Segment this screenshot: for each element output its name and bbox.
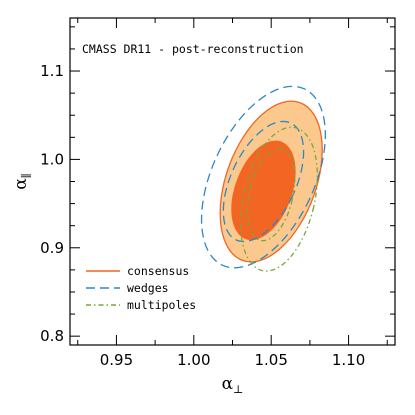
legend-label-multipoles: multipoles bbox=[127, 298, 196, 312]
y-tick-label: 1.0 bbox=[40, 150, 64, 168]
x-axis-label: α⊥ bbox=[222, 374, 244, 396]
plot-frame bbox=[69, 17, 396, 346]
contour-consensus-1-sigma bbox=[231, 140, 296, 241]
tick-layer bbox=[70, 18, 395, 345]
legend: consensus wedges multipoles bbox=[86, 264, 196, 312]
legend-label-consensus: consensus bbox=[127, 264, 189, 278]
y-tick-label: 0.8 bbox=[40, 327, 64, 345]
legend-label-wedges: wedges bbox=[127, 281, 169, 295]
contour-layer bbox=[200, 85, 326, 272]
y-tick-label: 0.9 bbox=[40, 239, 64, 257]
chart-title: CMASS DR11 - post-reconstruction bbox=[82, 42, 304, 56]
x-tick-label: 1.05 bbox=[254, 351, 287, 369]
y-axis-label: α∥ bbox=[11, 173, 33, 190]
y-tick-label: 1.1 bbox=[40, 62, 64, 80]
x-tick-label: 0.95 bbox=[100, 351, 133, 369]
contour-multipoles-2-sigma bbox=[239, 126, 318, 272]
x-tick-labels: 0.95 1.00 1.05 1.10 bbox=[100, 351, 366, 369]
x-tick-label: 1.10 bbox=[332, 351, 365, 369]
x-tick-label: 1.00 bbox=[177, 351, 210, 369]
contour-wedges-2-sigma bbox=[200, 85, 326, 269]
y-tick-labels: 0.8 0.9 1.0 1.1 bbox=[40, 62, 64, 345]
